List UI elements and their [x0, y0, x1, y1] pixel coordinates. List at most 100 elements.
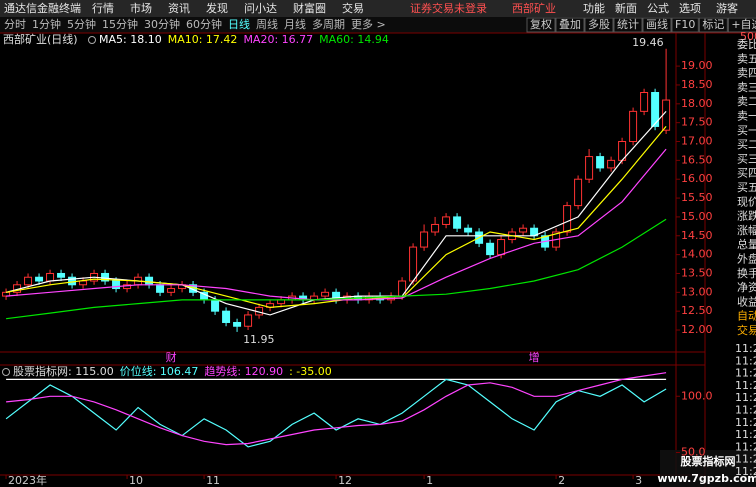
period-button[interactable]: 分时: [4, 18, 26, 31]
tool-button[interactable]: 多股: [588, 17, 610, 31]
menu-item[interactable]: 功能: [583, 1, 605, 15]
menu-item[interactable]: 市场: [130, 1, 152, 15]
tool-button[interactable]: 画线: [646, 17, 668, 31]
chart-title: 西部矿业(日线): [3, 32, 78, 46]
quote-label: 涨跌: [737, 209, 756, 223]
trade-time: 11:29: [735, 404, 756, 417]
quote-label: 买四: [737, 167, 756, 180]
quote-label: 卖三: [737, 81, 756, 94]
y-tick-label: 18.50: [681, 78, 713, 91]
price-annotation: 11.95: [243, 333, 275, 346]
y-tick-label: 17.00: [681, 135, 713, 148]
candle-body: [398, 280, 407, 297]
legend-entry: 趋势线: 120.90: [204, 364, 283, 378]
menu-item[interactable]: 行情: [92, 2, 114, 15]
candle-body: [24, 276, 33, 286]
tool-frame: [727, 17, 756, 33]
quote-label: 卖二: [737, 95, 756, 108]
menu-item[interactable]: 公式: [647, 2, 669, 15]
period-button[interactable]: 周线: [256, 17, 278, 31]
trade-time: 11:29: [735, 440, 756, 453]
candle-body: [464, 227, 473, 233]
y-tick-label: 17.50: [681, 116, 713, 129]
candle-body: [596, 156, 605, 169]
settings-icon[interactable]: [88, 36, 96, 44]
quote-label: 卖四: [737, 67, 756, 80]
trade-time: 11:29: [735, 416, 756, 429]
series-line: [6, 148, 667, 301]
trade-time: 11:29: [735, 379, 756, 392]
candle-body: [79, 280, 88, 286]
candle-body: [640, 92, 649, 112]
price-annotation: 19.46: [632, 36, 664, 49]
y-tick-label: 15.50: [681, 191, 713, 204]
legend-entry: : -35.00: [289, 365, 332, 378]
y-tick-label: 18.00: [681, 97, 713, 110]
quote-label: 买五: [737, 181, 756, 194]
tool-button[interactable]: F10: [675, 18, 695, 31]
quote-label: 买二: [737, 138, 756, 151]
tool-frame: [671, 17, 699, 33]
period-button[interactable]: 15分钟: [102, 17, 138, 31]
candle-body: [453, 216, 462, 229]
period-button[interactable]: 更多 >: [351, 17, 386, 31]
tool-frame: [526, 17, 556, 33]
tool-button[interactable]: 叠加: [559, 18, 581, 31]
period-button[interactable]: 30分钟: [144, 17, 180, 31]
candle-body: [607, 159, 616, 169]
tool-frame: [613, 17, 643, 33]
quote-label: 交易: [737, 323, 756, 337]
series-line: [5, 378, 667, 448]
menu-item[interactable]: 交易: [342, 1, 364, 15]
event-marker[interactable]: 增: [529, 350, 540, 364]
tool-button[interactable]: 统计: [617, 18, 639, 31]
y-tick-label: 14.00: [681, 248, 713, 261]
y-tick-label: 100.0: [681, 389, 713, 402]
candle-body: [123, 284, 132, 290]
stock-name: 西部矿业: [512, 1, 556, 15]
tool-frame: [698, 17, 728, 33]
period-button[interactable]: 月线: [284, 17, 306, 31]
watermark-url: www.7gpzb.com: [657, 472, 756, 485]
quote-label: 净资: [737, 280, 756, 294]
trade-time: 11:29: [735, 354, 756, 367]
tool-button[interactable]: +自选: [731, 18, 756, 31]
x-tick-label: 10: [129, 474, 143, 487]
menu-item[interactable]: 财富圈: [293, 1, 326, 15]
tool-button[interactable]: 标记: [702, 17, 724, 31]
period-button[interactable]: 多周期: [312, 17, 345, 31]
period-button[interactable]: 60分钟: [186, 17, 222, 31]
period-button[interactable]: 1分钟: [32, 17, 61, 31]
menu-item[interactable]: 问小达: [244, 2, 277, 15]
candle-body: [244, 314, 253, 327]
menu-item[interactable]: 选项: [679, 2, 701, 15]
toolbar: [0, 17, 756, 33]
menu-item[interactable]: 资讯: [168, 2, 190, 15]
candle-body: [662, 99, 671, 131]
quote-label: 换手: [737, 266, 756, 280]
menu-item[interactable]: 新面: [615, 1, 637, 15]
y-tick-label: 19.00: [681, 59, 713, 72]
menu-item[interactable]: 发现: [206, 1, 228, 15]
candle-body: [486, 242, 495, 256]
x-tick-label: 3: [635, 474, 642, 487]
series-line: [6, 218, 667, 320]
tool-button[interactable]: 复权: [530, 17, 552, 31]
candle-body: [651, 92, 660, 127]
settings-icon[interactable]: [2, 368, 10, 376]
quote-label: 总量: [737, 237, 756, 251]
candle-body: [497, 239, 506, 256]
trade-time: 11:29: [735, 391, 756, 404]
x-tick-label: 11: [206, 474, 220, 487]
tool-frame: [584, 17, 614, 33]
series-line: [5, 126, 667, 309]
period-button[interactable]: 5分钟: [67, 17, 96, 31]
candle-body: [46, 272, 55, 282]
candle-body: [409, 246, 418, 282]
event-marker[interactable]: 财: [166, 350, 177, 364]
quote-label: 买三: [737, 152, 756, 165]
login-status: 证券交易未登录: [410, 1, 487, 15]
period-button[interactable]: 日线: [228, 17, 250, 31]
tool-frame: [555, 17, 585, 33]
